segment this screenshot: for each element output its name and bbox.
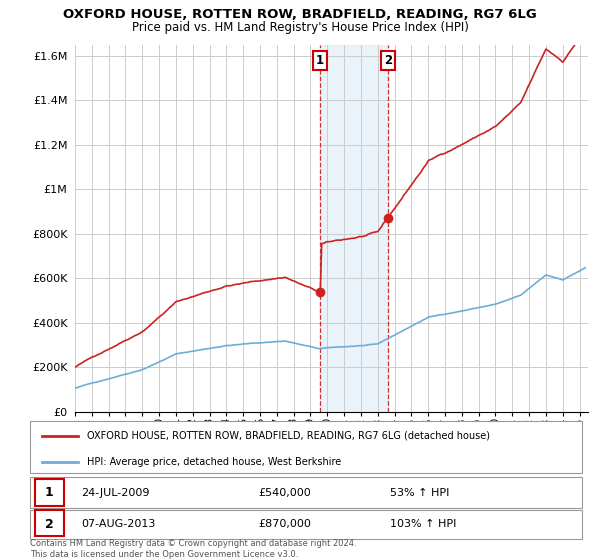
Text: 1: 1 xyxy=(45,486,53,499)
Text: 103% ↑ HPI: 103% ↑ HPI xyxy=(390,519,457,529)
Text: OXFORD HOUSE, ROTTEN ROW, BRADFIELD, READING, RG7 6LG (detached house): OXFORD HOUSE, ROTTEN ROW, BRADFIELD, REA… xyxy=(87,431,490,441)
Text: 1: 1 xyxy=(316,54,324,67)
Text: 2: 2 xyxy=(384,54,392,67)
Text: OXFORD HOUSE, ROTTEN ROW, BRADFIELD, READING, RG7 6LG: OXFORD HOUSE, ROTTEN ROW, BRADFIELD, REA… xyxy=(63,8,537,21)
Text: Price paid vs. HM Land Registry's House Price Index (HPI): Price paid vs. HM Land Registry's House … xyxy=(131,21,469,34)
Bar xyxy=(320,45,388,412)
Text: 07-AUG-2013: 07-AUG-2013 xyxy=(81,519,155,529)
Text: 24-JUL-2009: 24-JUL-2009 xyxy=(81,488,149,497)
Text: £540,000: £540,000 xyxy=(258,488,311,497)
Text: Contains HM Land Registry data © Crown copyright and database right 2024.
This d: Contains HM Land Registry data © Crown c… xyxy=(30,539,356,559)
Text: HPI: Average price, detached house, West Berkshire: HPI: Average price, detached house, West… xyxy=(87,457,341,466)
Text: 2: 2 xyxy=(45,517,53,531)
Text: £870,000: £870,000 xyxy=(258,519,311,529)
Text: 53% ↑ HPI: 53% ↑ HPI xyxy=(390,488,449,497)
